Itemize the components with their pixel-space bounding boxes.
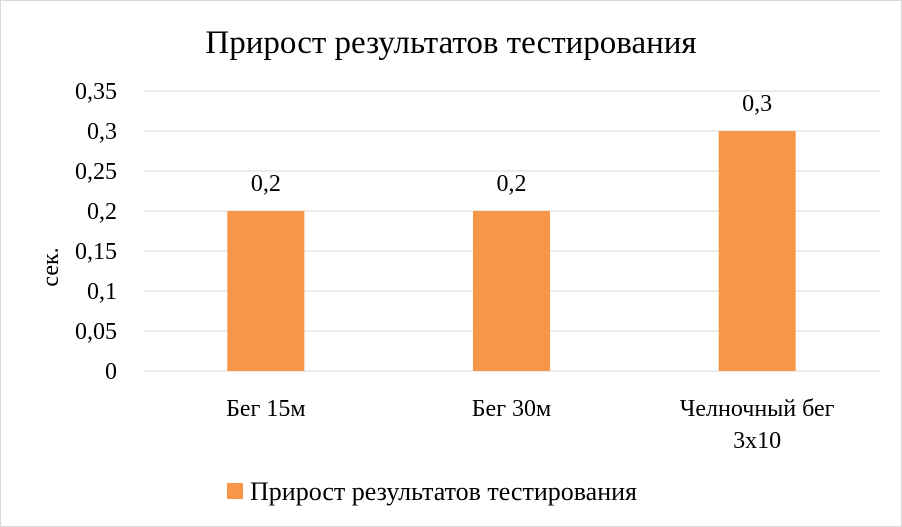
y-tick-label: 0 [105, 359, 117, 385]
data-label: 0,2 [497, 171, 527, 197]
x-tick-label: Челночный бег 3х10 [680, 396, 835, 454]
y-tick-label: 0,15 [75, 239, 117, 265]
y-tick-label: 0,3 [87, 119, 117, 145]
bar [718, 131, 796, 371]
x-axis-categories: Бег 15м Бег 30м Челночный бег 3х10 [226, 396, 835, 454]
legend-swatch [227, 483, 243, 499]
x-tick-label: Бег 30м [472, 396, 551, 422]
bars [227, 131, 796, 371]
y-tick-label: 0,2 [87, 199, 117, 225]
x-tick-label: Бег 15м [226, 396, 305, 422]
y-tick-label: 0,1 [87, 279, 117, 305]
y-axis-label: сек. [38, 247, 64, 286]
bar [227, 211, 305, 371]
y-tick-label: 0,35 [75, 79, 117, 105]
data-labels: 0,2 0,2 0,3 [251, 91, 772, 197]
y-axis-ticks: 0 0,05 0,1 0,15 0,2 0,25 0,3 0,35 [75, 79, 117, 385]
bar [473, 211, 550, 371]
y-tick-label: 0,05 [75, 319, 117, 345]
data-label: 0,2 [251, 171, 281, 197]
chart-title: Прирост результатов тестирования [205, 25, 696, 61]
data-label: 0,3 [742, 91, 772, 117]
legend: Прирост результатов тестирования [227, 477, 637, 506]
legend-label: Прирост результатов тестирования [250, 477, 637, 506]
y-tick-label: 0,25 [75, 159, 117, 185]
